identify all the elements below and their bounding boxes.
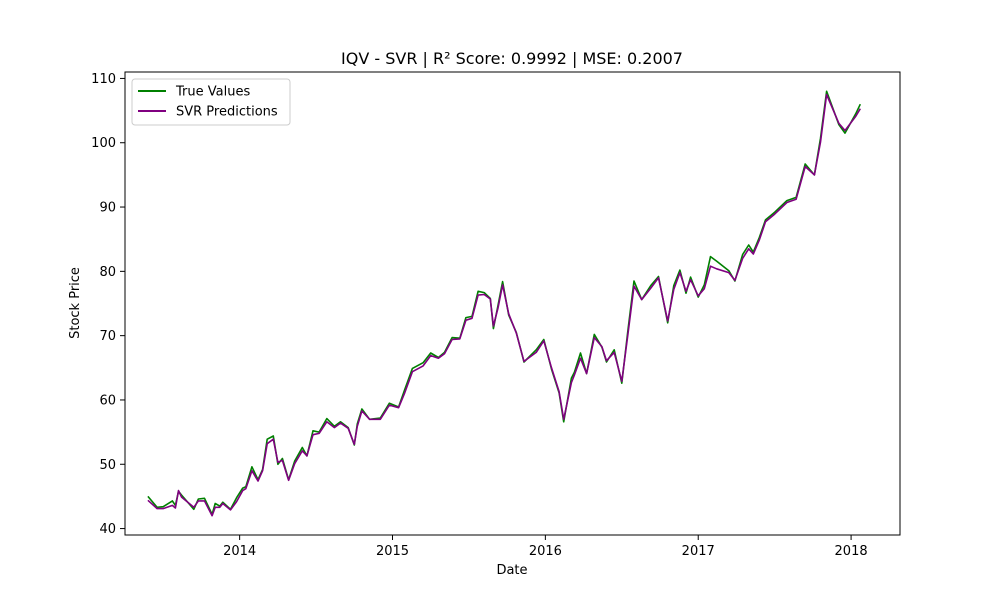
x-axis-label: Date	[496, 563, 527, 578]
y-tick-label: 40	[99, 522, 116, 537]
x-tick-label: 2016	[529, 544, 562, 559]
x-tick-label: 2018	[835, 544, 868, 559]
x-tick-label: 2017	[682, 544, 715, 559]
chart-title: IQV - SVR | R² Score: 0.9992 | MSE: 0.20…	[341, 49, 683, 68]
y-tick-label: 100	[91, 136, 116, 151]
y-tick-label: 90	[99, 201, 116, 216]
series-line-svr-predictions	[147, 93, 861, 517]
legend-label: True Values	[175, 85, 250, 100]
y-tick-label: 80	[99, 265, 116, 280]
plot-area	[124, 71, 901, 536]
series-layer	[147, 90, 862, 517]
y-axis: 40 50 60 70 80 90 100 110	[91, 72, 125, 537]
y-tick-label: 50	[99, 458, 116, 473]
x-axis: 2014 2015 2016 2017 2018	[223, 535, 868, 559]
y-tick-label: 70	[99, 329, 116, 344]
legend-box	[131, 78, 291, 126]
legend-label: SVR Predictions	[176, 105, 278, 120]
legend: True Values SVR Predictions	[131, 78, 291, 126]
x-tick-label: 2015	[376, 544, 409, 559]
x-tick-label: 2014	[223, 544, 256, 559]
y-tick-label: 60	[99, 393, 116, 408]
y-axis-label: Stock Price	[68, 267, 83, 339]
series-line-true-values	[147, 90, 862, 516]
y-tick-label: 110	[91, 72, 116, 87]
plot-frame	[124, 71, 901, 536]
